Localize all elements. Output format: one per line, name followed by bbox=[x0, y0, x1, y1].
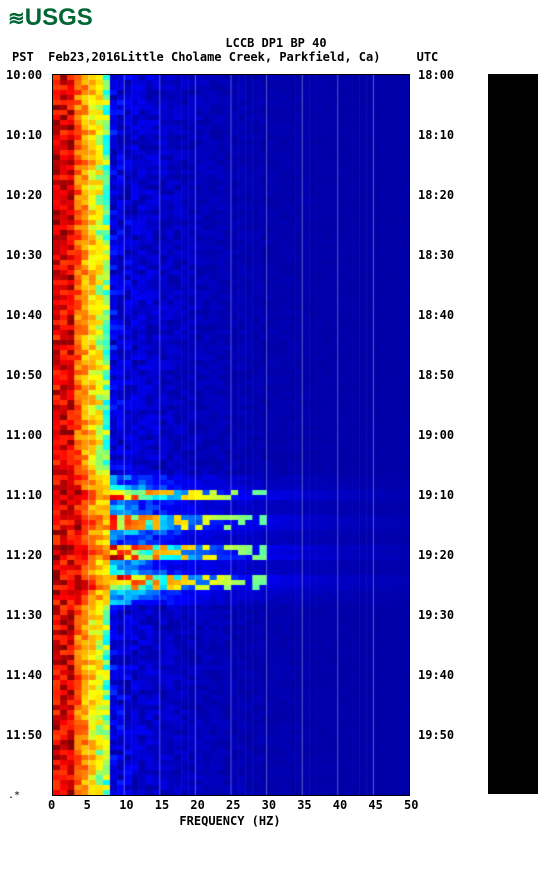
spectrogram-canvas bbox=[52, 74, 410, 796]
location-label: Little Cholame Creek, Parkfield, Ca) bbox=[120, 50, 380, 64]
y-right-tick: 19:50 bbox=[418, 728, 454, 742]
x-tick: 25 bbox=[226, 798, 240, 812]
chart-subtitle: PST Feb23,2016Little Cholame Creek, Park… bbox=[0, 50, 552, 64]
y-left-tick: 10:30 bbox=[6, 248, 42, 262]
y-right-tick: 18:10 bbox=[418, 128, 454, 142]
y-right-tick: 18:20 bbox=[418, 188, 454, 202]
date-label: Feb23,2016 bbox=[48, 50, 120, 64]
y-right-tick: 18:40 bbox=[418, 308, 454, 322]
x-tick: 30 bbox=[262, 798, 276, 812]
usgs-logo: ≋USGS bbox=[0, 0, 552, 36]
y-right-tick: 18:00 bbox=[418, 68, 454, 82]
y-right-tick: 19:00 bbox=[418, 428, 454, 442]
usgs-wave-icon: ≋ bbox=[8, 6, 25, 31]
y-left-tick: 11:10 bbox=[6, 488, 42, 502]
y-right-tick: 19:30 bbox=[418, 608, 454, 622]
y-right-tick: 18:30 bbox=[418, 248, 454, 262]
y-left-tick: 11:50 bbox=[6, 728, 42, 742]
x-tick: 20 bbox=[190, 798, 204, 812]
x-tick: 45 bbox=[368, 798, 382, 812]
y-right-tick: 18:50 bbox=[418, 368, 454, 382]
y-left-tick: 10:20 bbox=[6, 188, 42, 202]
y-left-tick: 10:00 bbox=[6, 68, 42, 82]
chart-title: LCCB DP1 BP 40 bbox=[0, 36, 552, 50]
y-left-tick: 10:10 bbox=[6, 128, 42, 142]
y-right-tick: 19:20 bbox=[418, 548, 454, 562]
tz-right: UTC bbox=[417, 50, 439, 64]
x-tick: 40 bbox=[333, 798, 347, 812]
y-left-tick: 11:20 bbox=[6, 548, 42, 562]
x-tick: 35 bbox=[297, 798, 311, 812]
waveform-canvas bbox=[488, 74, 538, 794]
x-tick: 5 bbox=[84, 798, 91, 812]
x-tick: 50 bbox=[404, 798, 418, 812]
y-left-tick: 11:30 bbox=[6, 608, 42, 622]
tz-left: PST bbox=[12, 50, 34, 64]
y-left-tick: 10:40 bbox=[6, 308, 42, 322]
x-tick: 0 bbox=[48, 798, 55, 812]
footer-mark: .* bbox=[8, 790, 20, 801]
y-right-tick: 19:10 bbox=[418, 488, 454, 502]
y-left-tick: 10:50 bbox=[6, 368, 42, 382]
usgs-logo-text: USGS bbox=[25, 4, 93, 31]
x-axis-title: FREQUENCY (HZ) bbox=[52, 814, 408, 828]
y-left-tick: 11:00 bbox=[6, 428, 42, 442]
y-left-tick: 11:40 bbox=[6, 668, 42, 682]
y-right-tick: 19:40 bbox=[418, 668, 454, 682]
x-tick: 15 bbox=[155, 798, 169, 812]
x-tick: 10 bbox=[119, 798, 133, 812]
